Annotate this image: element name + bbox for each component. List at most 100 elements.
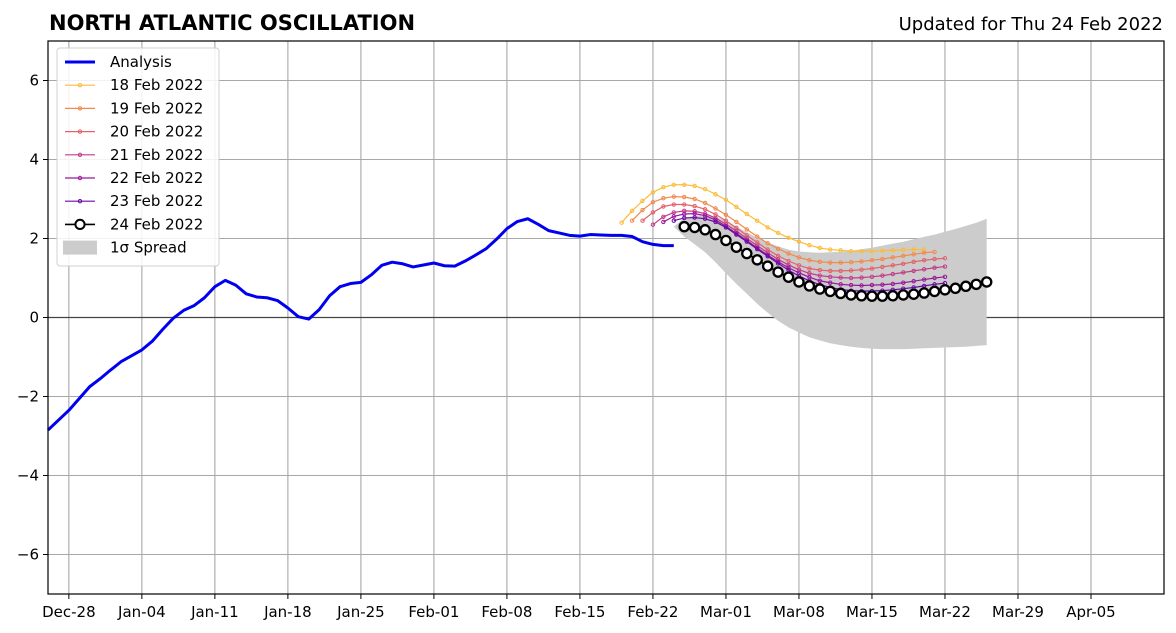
- forecast-point: [807, 266, 812, 271]
- forecast-point: [880, 256, 885, 262]
- legend-label: 24 Feb 2022: [110, 215, 203, 233]
- forecast-point: [629, 218, 635, 223]
- forecast-point: [921, 250, 927, 255]
- y-tick-label: 2: [29, 230, 39, 248]
- forecast-point: [761, 260, 774, 272]
- forecast-point: [682, 215, 687, 221]
- legend-marker: [77, 152, 83, 158]
- forecast-point: [678, 220, 690, 233]
- forecast-point: [880, 282, 885, 287]
- forecast-point: [682, 202, 687, 207]
- forecast-point: [765, 241, 770, 246]
- forecast-point: [838, 248, 843, 253]
- forecast-point: [619, 220, 624, 225]
- forecast-point: [838, 268, 843, 274]
- forecast-point: [890, 281, 896, 287]
- forecast-point: [848, 248, 854, 254]
- forecast-point: [960, 280, 972, 293]
- forecast-point: [775, 246, 781, 251]
- forecast-point: [751, 254, 763, 266]
- forecast-point: [921, 277, 927, 282]
- forecast-point: [848, 260, 854, 265]
- forecast-point: [671, 194, 676, 199]
- forecast-point: [890, 248, 896, 253]
- forecast-point: [887, 290, 899, 302]
- forecast-point: [765, 225, 770, 230]
- forecast-point: [980, 276, 993, 288]
- x-tick-label: Feb-08: [481, 603, 532, 621]
- x-tick-label: Feb-15: [554, 603, 605, 621]
- x-tick-label: Mar-22: [919, 603, 971, 621]
- y-tick-label: −4: [17, 467, 39, 485]
- forecast-point: [775, 261, 781, 266]
- forecast-point: [796, 263, 802, 268]
- x-tick-label: Jan-11: [190, 603, 239, 621]
- forecast-point: [807, 258, 812, 263]
- legend-item: 22 Feb 2022: [65, 169, 203, 187]
- forecast-point: [939, 284, 951, 296]
- forecast-point: [793, 276, 805, 288]
- legend-item: 1σ Spread: [63, 239, 187, 257]
- y-tick-label: 4: [29, 151, 39, 169]
- forecast-point: [859, 267, 864, 272]
- forecast-point: [786, 258, 791, 264]
- forecast-point: [911, 247, 916, 252]
- forecast-point: [640, 218, 645, 223]
- forecast-point: [942, 274, 948, 280]
- legend-item: 21 Feb 2022: [65, 146, 203, 164]
- x-tick-label: Mar-29: [992, 603, 1044, 621]
- forecast-point: [786, 235, 791, 240]
- forecast-point: [671, 218, 676, 223]
- forecast-series-1: [629, 194, 937, 265]
- forecast-point: [932, 275, 937, 281]
- forecast-point: [702, 200, 708, 206]
- forecast-point: [671, 210, 676, 215]
- forecast-point: [838, 260, 843, 265]
- legend-item: 24 Feb 2022: [65, 215, 203, 233]
- y-axis: 6 4 2 0 −2 −4 −6: [17, 72, 48, 564]
- y-tick-label: 0: [29, 309, 39, 327]
- legend-label: 21 Feb 2022: [110, 146, 203, 164]
- forecast-point: [671, 202, 676, 207]
- forecast-point: [869, 282, 875, 288]
- forecast-point: [848, 275, 854, 281]
- forecast-point: [650, 190, 656, 195]
- forecast-point: [859, 259, 864, 264]
- forecast-point: [859, 283, 864, 288]
- forecast-point: [640, 198, 645, 204]
- forecast-point: [734, 232, 739, 237]
- legend-label: 18 Feb 2022: [110, 76, 203, 94]
- forecast-point: [682, 194, 687, 200]
- forecast-point: [765, 254, 770, 259]
- forecast-point: [942, 256, 948, 261]
- forecast-point: [869, 248, 875, 254]
- forecast-point: [848, 282, 854, 288]
- forecast-point: [661, 196, 666, 201]
- forecast-point: [838, 275, 843, 280]
- forecast-point: [786, 251, 791, 256]
- forecast-point: [755, 234, 760, 239]
- forecast-point: [869, 274, 875, 280]
- legend-label: 23 Feb 2022: [110, 192, 203, 210]
- x-tick-label: Apr-05: [1066, 603, 1116, 621]
- y-tick-label: 6: [29, 72, 39, 90]
- x-tick-label: Jan-18: [263, 603, 312, 621]
- forecast-point: [720, 234, 732, 247]
- forecast-point: [734, 219, 739, 225]
- forecast-point: [880, 273, 885, 278]
- forecast-line: [652, 210, 946, 279]
- forecast-point: [744, 211, 750, 217]
- forecast-point: [741, 247, 753, 260]
- legend-item: 18 Feb 2022: [65, 76, 203, 94]
- legend-label: 20 Feb 2022: [110, 123, 203, 141]
- forecast-series-0: [619, 182, 927, 254]
- forecast-point: [709, 228, 722, 241]
- forecast-point: [932, 256, 937, 262]
- forecast-point: [859, 275, 864, 280]
- forecast-point: [824, 285, 836, 298]
- forecast-point: [723, 225, 729, 230]
- forecast-point: [650, 210, 656, 215]
- forecast-point: [880, 248, 885, 253]
- x-tick-label: Jan-04: [117, 603, 166, 621]
- forecast-point: [744, 227, 750, 232]
